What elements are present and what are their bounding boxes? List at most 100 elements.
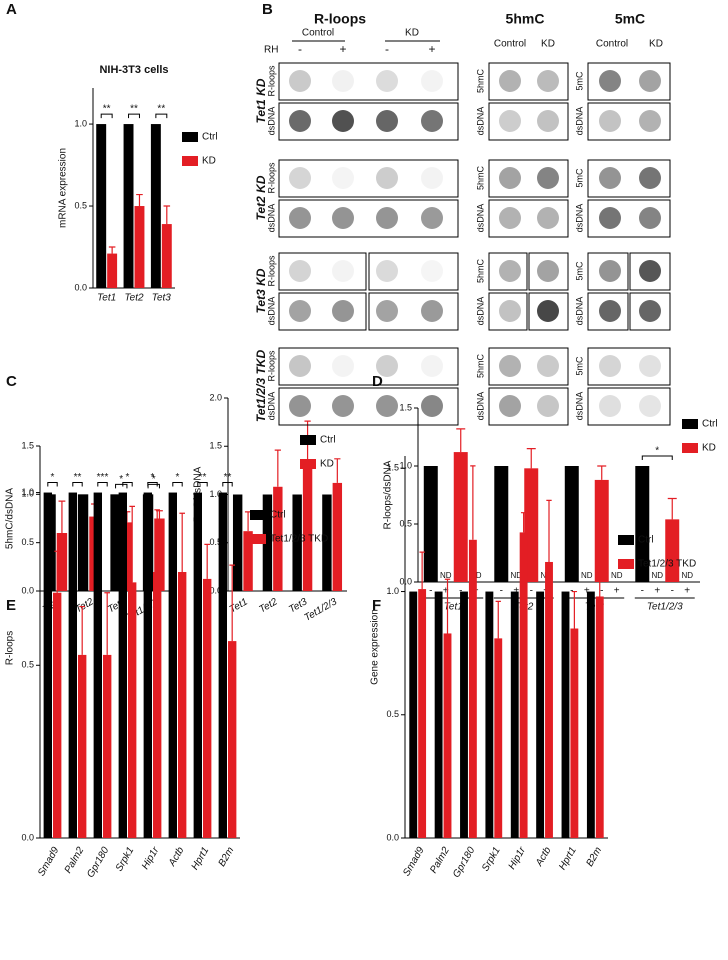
- blot-dot: [376, 207, 398, 229]
- significance-label: *: [152, 474, 156, 485]
- x-tick-label: Tet3: [152, 293, 172, 304]
- x-tick-label: Smad9: [36, 845, 62, 878]
- bar: [468, 539, 477, 838]
- significance-label: *: [151, 472, 155, 483]
- blot-dot: [332, 260, 354, 282]
- bar: [485, 591, 494, 838]
- bar: [110, 494, 121, 591]
- panel-label: D: [372, 373, 383, 390]
- significance-label: **: [130, 104, 138, 115]
- significance-label: **: [224, 472, 232, 483]
- error-bar: [229, 564, 235, 642]
- blot-dot: [599, 110, 621, 132]
- blot-frame: [368, 292, 459, 331]
- rh-label: +: [443, 586, 449, 597]
- rh-sign: -: [298, 42, 302, 56]
- blot-dot: [639, 395, 661, 417]
- blot-dot: [332, 355, 354, 377]
- legend-swatch: [618, 535, 634, 545]
- blot-frame: [488, 199, 569, 238]
- rh-label: -: [671, 586, 674, 597]
- y-tick-label: 1.0: [74, 118, 87, 128]
- error-bar: [274, 449, 281, 487]
- bar: [409, 591, 418, 838]
- error-bar: [546, 499, 552, 562]
- bar: [168, 492, 177, 838]
- error-bar: [204, 543, 210, 579]
- blot-frame: [587, 199, 671, 238]
- blot-dot: [537, 395, 559, 417]
- blot-condition: KD: [649, 39, 663, 50]
- significance-label: **: [74, 472, 82, 483]
- blot-frame: [278, 159, 459, 198]
- blot-dot: [639, 355, 661, 377]
- blot-row-label: dsDNA: [475, 107, 485, 136]
- error-bar: [136, 193, 143, 207]
- y-tick-label: 0.5: [21, 537, 34, 547]
- significance-bracket: [172, 482, 183, 487]
- bar: [524, 468, 539, 582]
- significance-label: *: [176, 472, 180, 483]
- y-tick-label: 0.5: [399, 518, 412, 528]
- bar: [178, 572, 187, 838]
- blot-row-label: 5hmC: [475, 259, 485, 284]
- bar: [228, 641, 237, 838]
- bar: [218, 492, 227, 838]
- blot-header: 5mC: [615, 11, 645, 27]
- rh-title: RH: [264, 45, 278, 56]
- blot-dot: [421, 300, 443, 322]
- blot-frame: [587, 252, 629, 291]
- legend-label: Ctrl: [638, 535, 654, 546]
- bar: [43, 492, 52, 838]
- rh-sign: +: [339, 42, 346, 56]
- blot-frame: [278, 62, 459, 101]
- y-axis-label: mRNA expression: [58, 148, 69, 228]
- panel-label: F: [372, 597, 381, 614]
- y-tick-label: 1.0: [21, 489, 34, 499]
- significance-label: **: [103, 104, 111, 115]
- error-bar: [179, 512, 185, 572]
- legend-label: KD: [320, 459, 334, 470]
- blot-condition: KD: [541, 39, 555, 50]
- rh-sign: +: [428, 42, 435, 56]
- bar: [322, 494, 332, 591]
- blot-dot: [537, 70, 559, 92]
- blot-frame: [488, 347, 569, 386]
- blot-dot: [421, 110, 443, 132]
- nd-label: ND: [581, 571, 593, 580]
- blot-dot: [599, 300, 621, 322]
- blot-header: 5hmC: [506, 11, 545, 27]
- legend-swatch: [618, 559, 634, 569]
- legend-swatch: [250, 510, 266, 520]
- x-tick-label: Tet2: [124, 293, 144, 304]
- blot-row-label: R-loops: [266, 65, 276, 97]
- significance-label: *: [51, 472, 55, 483]
- legend-label: KD: [202, 156, 216, 167]
- blot-dot: [289, 300, 311, 322]
- y-tick-label: 0.5: [386, 709, 399, 719]
- blot-frame: [587, 159, 671, 198]
- panel-label: B: [262, 1, 273, 18]
- significance-bracket: [97, 482, 108, 487]
- blot-row-label: dsDNA: [475, 297, 485, 326]
- blot-row-label: 5mC: [574, 71, 584, 91]
- error-bar: [108, 246, 116, 254]
- bar: [232, 494, 243, 591]
- blot-dot: [599, 355, 621, 377]
- legend-swatch: [300, 459, 316, 469]
- error-bar: [571, 590, 578, 629]
- bar: [161, 224, 172, 288]
- blot-group-label: Tet1 KD: [254, 78, 268, 123]
- y-tick-label: 0.0: [399, 576, 412, 586]
- x-tick-label: Tet1: [228, 596, 250, 615]
- legend-swatch: [250, 534, 266, 544]
- bar: [594, 479, 609, 582]
- blot-dot: [537, 167, 559, 189]
- x-tick-label: Tet2: [257, 596, 279, 615]
- y-tick-label: 0.0: [209, 585, 222, 595]
- x-tick-label: Tet1/2/3: [302, 596, 339, 624]
- blot-frame: [528, 252, 569, 291]
- blot-row-label: R-loops: [266, 350, 276, 382]
- blot-dot: [599, 167, 621, 189]
